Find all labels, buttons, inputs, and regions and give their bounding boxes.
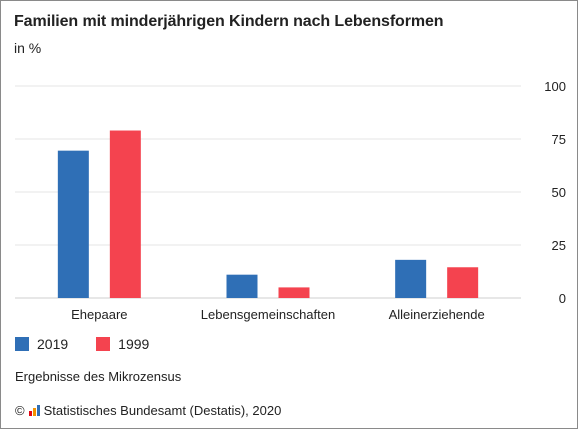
source-text: Statistisches Bundesamt (Destatis), 2020 <box>43 403 282 418</box>
x-tick-label: Ehepaare <box>71 307 127 322</box>
y-tick-label: 0 <box>559 291 566 306</box>
footnote: Ergebnisse des Mikrozensus <box>15 369 182 384</box>
legend: 2019 1999 <box>15 336 149 352</box>
bar-1999-alleinerziehende <box>447 267 479 298</box>
y-tick-label: 100 <box>544 79 566 94</box>
logo-bar <box>28 411 32 416</box>
logo-bar <box>32 408 36 416</box>
bar-1999-ehepaare <box>109 130 141 298</box>
legend-swatch <box>15 337 29 351</box>
y-tick-label: 75 <box>552 132 566 147</box>
legend-item-2019: 2019 <box>15 336 68 352</box>
x-tick-label: Alleinerziehende <box>389 307 485 322</box>
copyright-symbol: © <box>15 403 25 418</box>
bar-2019-alleinerziehende <box>395 259 427 298</box>
y-tick-label: 50 <box>552 185 566 200</box>
destatis-logo-icon <box>28 405 40 416</box>
bar-1999-lebensgemeinschaften <box>278 287 310 298</box>
bar-2019-ehepaare <box>57 150 89 298</box>
chart-title: Familien mit minderjährigen Kindern nach… <box>14 13 444 30</box>
bar-2019-lebensgemeinschaften <box>226 274 258 298</box>
legend-label: 2019 <box>37 336 69 352</box>
chart-subtitle: in % <box>14 40 42 56</box>
legend-swatch <box>96 337 111 351</box>
legend-label: 1999 <box>118 336 150 352</box>
source-line: © Statistisches Bundesamt (Destatis), 20… <box>15 403 281 418</box>
x-tick-label: Lebensgemeinschaften <box>201 307 335 322</box>
legend-item-1999: 1999 <box>96 336 149 352</box>
logo-bar <box>36 405 40 416</box>
y-tick-label: 25 <box>552 238 566 253</box>
